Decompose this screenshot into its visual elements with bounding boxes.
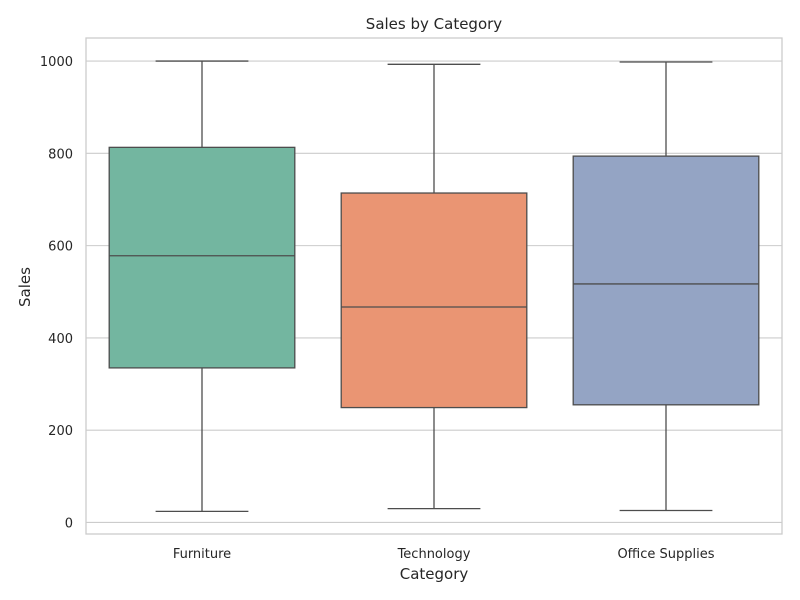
y-tick-label: 1000 — [40, 55, 73, 70]
y-axis-label: Sales — [16, 267, 34, 307]
y-tick-label: 0 — [65, 516, 73, 531]
box-series — [108, 60, 760, 513]
box-furniture — [108, 60, 296, 513]
iqr-box — [340, 192, 528, 409]
y-tick-label: 600 — [48, 240, 73, 255]
chart-title: Sales by Category — [366, 15, 503, 33]
y-tick-label: 200 — [48, 424, 73, 439]
y-tick-labels: 0 200 400 600 800 1000 — [40, 55, 73, 531]
iqr-box — [108, 146, 296, 369]
box-technology — [340, 63, 528, 510]
x-tick-label: Technology — [397, 547, 471, 562]
box-office-supplies — [572, 61, 760, 512]
y-tick-label: 800 — [48, 147, 73, 162]
x-axis-label: Category — [400, 565, 469, 583]
x-tick-labels: Furniture Technology Office Supplies — [173, 547, 715, 562]
x-tick-label: Office Supplies — [617, 547, 714, 562]
x-tick-label: Furniture — [173, 547, 231, 562]
plot-frame — [85, 37, 783, 535]
iqr-box — [572, 155, 760, 406]
y-tick-label: 400 — [48, 332, 73, 347]
